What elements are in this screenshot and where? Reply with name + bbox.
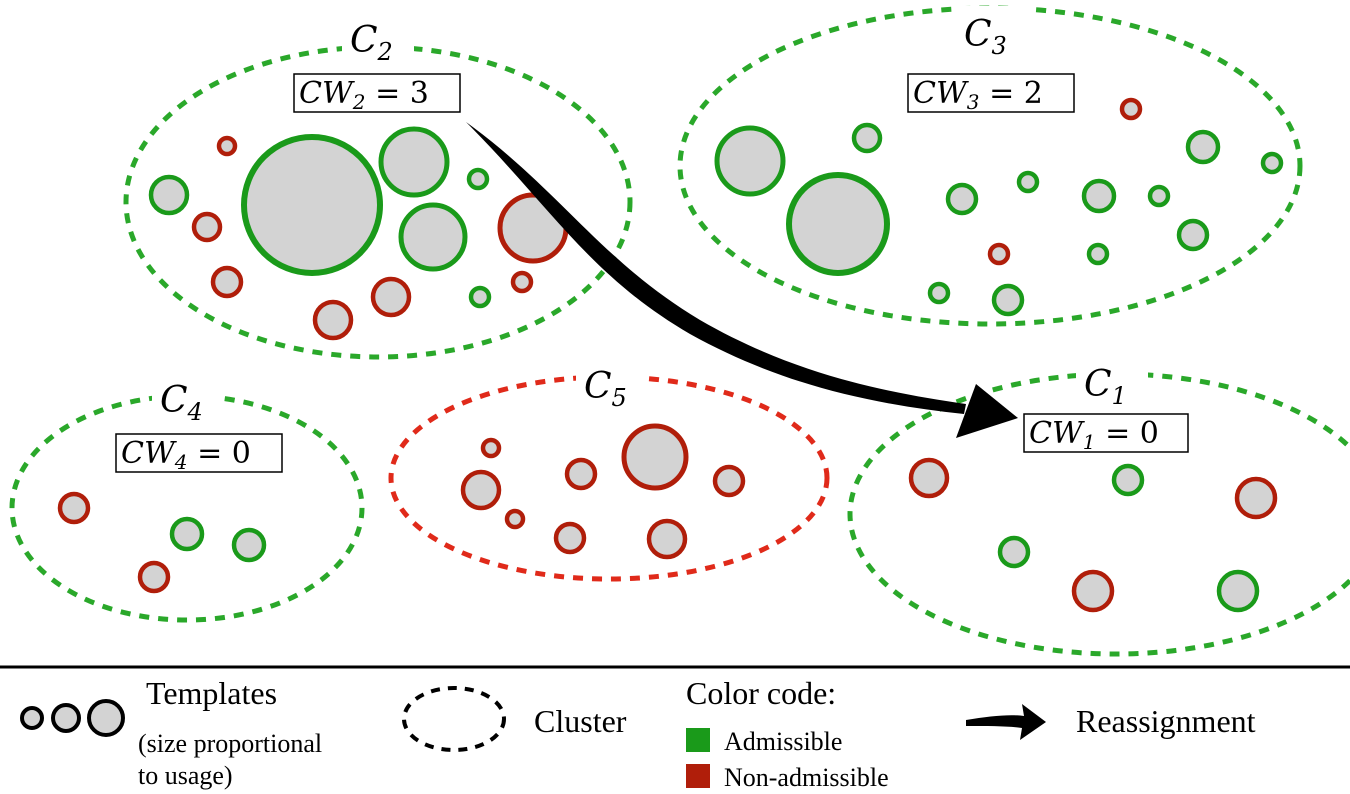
cluster-c1-template-1 bbox=[908, 457, 950, 499]
cluster-c1-template-3 bbox=[1234, 476, 1278, 520]
cluster-c5-template-1 bbox=[621, 423, 689, 491]
cluster-c5-template-7 bbox=[553, 521, 587, 555]
cluster-c2-template-7 bbox=[191, 211, 223, 243]
cluster-c2-template-8 bbox=[210, 265, 244, 299]
cluster-c5-template-6 bbox=[504, 508, 526, 530]
templates-layer bbox=[57, 97, 1284, 613]
cluster-c1-template-4 bbox=[997, 535, 1031, 569]
cluster-c3-template-13 bbox=[1086, 242, 1110, 266]
cluster-c3-template-9 bbox=[1147, 184, 1171, 208]
cluster-c2-template-5 bbox=[148, 174, 190, 216]
cluster-c5-label: C5 bbox=[584, 366, 627, 412]
cluster-c3-template-8 bbox=[1081, 178, 1117, 214]
cluster-c2-label-bg bbox=[342, 10, 414, 62]
cluster-c3-template-12 bbox=[987, 242, 1011, 266]
cluster-c4-cw-box bbox=[115, 433, 283, 473]
cluster-c1-cw-box bbox=[1023, 413, 1189, 453]
cluster-c4-label-bg bbox=[152, 372, 224, 424]
cluster-c2-template-3 bbox=[398, 202, 468, 272]
cw-boxes-layer: CW2 = 3 CW3 = 2 CW4 = 0 CW1 = 0 bbox=[115, 73, 1189, 474]
cluster-c4-template-2 bbox=[169, 516, 205, 552]
cluster-c2-template-9 bbox=[312, 299, 354, 341]
cluster-c5-boundary bbox=[388, 374, 830, 582]
cluster-c5-template-5 bbox=[712, 464, 746, 498]
cluster-c3-template-1 bbox=[714, 125, 786, 197]
legend-admissible-label: Admissible bbox=[724, 727, 842, 756]
cluster-c3-template-15 bbox=[991, 283, 1025, 317]
legend-templates-note-line2: to usage) bbox=[138, 761, 233, 790]
cluster-c1-template-2 bbox=[1111, 463, 1145, 497]
legend-templates-note-line1: (size proportional bbox=[138, 729, 322, 758]
cluster-c3-cw-text: CW3 = 2 bbox=[913, 76, 1043, 114]
cluster-c3-template-14 bbox=[927, 281, 951, 305]
labels-layer: C2 C3 C4 C5 C1 bbox=[152, 6, 1148, 426]
cluster-c3-template-3 bbox=[851, 122, 883, 154]
cluster-c1-label: C1 bbox=[1084, 364, 1127, 410]
legend-cluster-icon bbox=[402, 686, 506, 752]
cluster-c2-template-6 bbox=[216, 135, 238, 157]
legend-non-admissible-label: Non-admissible bbox=[724, 763, 889, 792]
legend-color-code-title: Color code: bbox=[686, 675, 836, 711]
cluster-c3-label-bg bbox=[956, 6, 1028, 58]
cluster-c2-label: C2 bbox=[350, 20, 393, 66]
cluster-c2-template-13 bbox=[510, 270, 534, 294]
legend-template-medium-icon bbox=[51, 703, 81, 733]
cluster-c3-boundary bbox=[677, 5, 1303, 327]
legend-non-admissible-swatch bbox=[686, 764, 710, 788]
legend-reassignment-arrow-icon bbox=[966, 704, 1046, 740]
cluster-c1-boundary bbox=[847, 371, 1350, 657]
cluster-c2-template-11 bbox=[466, 167, 490, 191]
cluster-c1-label-bg bbox=[1076, 356, 1148, 408]
legend: Templates (size proportional to usage) C… bbox=[0, 665, 1350, 792]
cluster-c5-label-bg bbox=[576, 358, 648, 410]
legend-cluster-label: Cluster bbox=[534, 703, 627, 739]
cluster-c3-template-7 bbox=[1016, 170, 1040, 194]
cluster-c4-cw-text: CW4 = 0 bbox=[121, 436, 251, 474]
cluster-c3-template-10 bbox=[945, 182, 979, 216]
cluster-c3-template-2 bbox=[786, 172, 890, 276]
cluster-c2-template-10 bbox=[370, 276, 412, 318]
reassignment-arrowhead bbox=[956, 384, 1018, 438]
cluster-c1-template-5 bbox=[1071, 569, 1115, 613]
cluster-c2-template-12 bbox=[468, 285, 492, 309]
cluster-c2-template-1 bbox=[241, 134, 383, 276]
cluster-c4-template-1 bbox=[57, 491, 91, 525]
cluster-c1-template-6 bbox=[1216, 569, 1260, 613]
legend-reassignment-label: Reassignment bbox=[1076, 703, 1256, 739]
cluster-c3-template-6 bbox=[1260, 151, 1284, 175]
cluster-c3-template-5 bbox=[1185, 129, 1221, 165]
cluster-c5-template-2 bbox=[480, 437, 502, 459]
cluster-c3-cw-box bbox=[907, 73, 1075, 113]
legend-template-large-icon bbox=[87, 699, 125, 737]
legend-admissible-swatch bbox=[686, 728, 710, 752]
cluster-c2-cw-text: CW2 = 3 bbox=[299, 76, 429, 114]
cluster-c1-cw-text: CW1 = 0 bbox=[1029, 416, 1159, 454]
cluster-c2-cw-box bbox=[293, 73, 461, 113]
legend-templates-title: Templates bbox=[146, 675, 277, 711]
cluster-c4-template-3 bbox=[231, 527, 267, 563]
cluster-c5-template-8 bbox=[646, 518, 688, 560]
cluster-c3-label: C3 bbox=[964, 14, 1007, 60]
legend-template-small-icon bbox=[20, 706, 44, 730]
cluster-c5-template-3 bbox=[460, 469, 502, 511]
cluster-c2-template-2 bbox=[378, 126, 450, 198]
clusters-layer bbox=[9, 5, 1350, 657]
cluster-c3-template-11 bbox=[1176, 218, 1210, 252]
cluster-c5-template-4 bbox=[564, 457, 598, 491]
reassignment-arrow bbox=[466, 122, 1018, 438]
cluster-c4-label: C4 bbox=[160, 380, 203, 426]
cluster-c3-template-4 bbox=[1119, 97, 1143, 121]
cluster-c4-template-4 bbox=[137, 560, 171, 594]
